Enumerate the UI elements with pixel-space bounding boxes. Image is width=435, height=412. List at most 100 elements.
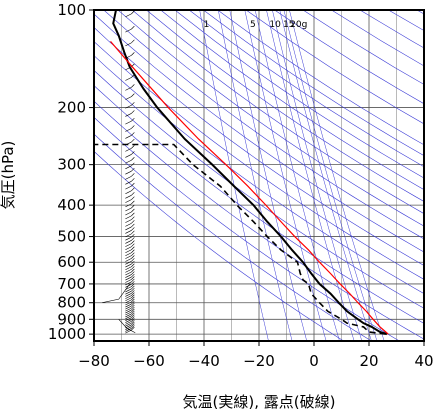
wind-barb <box>131 117 135 122</box>
wind-barb <box>125 215 132 220</box>
dry-adiabats <box>94 10 424 341</box>
wind-barb <box>131 255 135 259</box>
mixing-ratio-line <box>254 10 340 341</box>
dry-adiabat <box>94 116 400 341</box>
wind-barb <box>125 165 132 170</box>
wind-barb <box>131 292 135 296</box>
dry-adiabat <box>217 10 424 146</box>
wind-barb <box>125 28 132 33</box>
wind-barb <box>125 276 132 281</box>
wind-barb <box>131 304 135 309</box>
wind-barb <box>125 87 132 91</box>
wind-barb <box>131 296 135 301</box>
wind-barb <box>131 287 135 292</box>
wind-barb <box>131 306 135 311</box>
dry-adiabat <box>117 10 424 227</box>
wind-barb <box>125 246 132 250</box>
y-tick-label: 800 <box>57 294 86 312</box>
wind-barb <box>131 220 135 224</box>
wind-barb <box>131 283 135 287</box>
wind-barb <box>125 301 132 306</box>
y-tick-label: 400 <box>57 196 86 214</box>
y-tick-label: 200 <box>57 99 86 117</box>
wind-barb <box>125 190 132 195</box>
grid <box>94 10 424 341</box>
wind-barb <box>118 319 136 333</box>
dry-adiabat <box>94 27 424 266</box>
wind-barb <box>125 181 132 185</box>
wind-barb <box>131 325 135 329</box>
x-tick-label: −20 <box>243 352 275 370</box>
y-axis-title: 気圧(hPa) <box>0 141 17 210</box>
dry-adiabat <box>245 10 424 125</box>
wind-barb <box>125 288 132 293</box>
wind-barb <box>131 102 135 106</box>
wind-barb <box>125 281 132 286</box>
wind-barb <box>131 302 135 307</box>
wind-barb <box>125 249 132 254</box>
wind-barb <box>125 159 132 164</box>
wind-barb <box>131 266 135 270</box>
wind-barb <box>131 323 135 327</box>
wind-barb <box>125 233 132 238</box>
x-tick-label: −60 <box>133 352 165 370</box>
wind-barb <box>125 290 132 295</box>
dry-adiabat <box>94 70 424 309</box>
wind-barb <box>131 125 135 129</box>
wind-barb <box>125 120 132 125</box>
wind-barb <box>131 216 135 220</box>
wind-barb <box>125 203 132 208</box>
wind-barb <box>125 266 132 271</box>
wind-barb <box>131 294 135 298</box>
dry-adiabat <box>174 10 424 179</box>
wind-barb <box>125 255 132 259</box>
temperature-line <box>112 10 388 336</box>
wind-barb <box>131 321 135 326</box>
wind-barb <box>131 249 135 253</box>
wind-barb <box>131 52 135 56</box>
wind-barb <box>131 110 135 114</box>
wind-barb <box>125 154 132 158</box>
wind-barb <box>125 13 132 18</box>
wind-barb <box>125 326 132 330</box>
mixing-ratio-label: 10 <box>269 20 281 30</box>
x-tick-label: 40 <box>414 352 433 370</box>
y-tick-label: 600 <box>57 253 86 271</box>
wind-barb <box>125 299 132 304</box>
x-axis-title: 気温(実線), 露点(破線) <box>183 393 336 411</box>
profiles <box>94 10 389 336</box>
dry-adiabat <box>94 150 344 341</box>
mixing-ratio-line <box>272 10 363 341</box>
wind-barb <box>125 77 132 81</box>
wind-barb <box>125 319 132 323</box>
wind-barb <box>131 196 135 200</box>
wind-barb <box>131 93 135 97</box>
dry-adiabat <box>94 55 424 294</box>
wind-barb <box>125 293 132 297</box>
wind-barb <box>131 326 135 331</box>
wind-barb <box>131 10 135 15</box>
wind-barb <box>125 148 132 152</box>
wind-barb <box>125 305 132 310</box>
wind-barb <box>131 260 135 265</box>
wind-barb <box>125 230 132 234</box>
wind-barb <box>125 211 132 216</box>
wind-barb <box>131 276 135 280</box>
wind-barb <box>125 295 132 299</box>
x-ticks: −80 −60 −40 −20 0 20 40 <box>78 341 434 370</box>
wind-barb <box>131 145 135 149</box>
x-tick-label: −80 <box>78 352 110 370</box>
wind-barb <box>131 300 135 305</box>
wind-barb <box>131 237 135 241</box>
wind-barb <box>125 286 132 290</box>
wind-barb <box>125 170 132 175</box>
x-tick-label: 20 <box>359 352 378 370</box>
wind-barb <box>131 25 135 30</box>
dry-adiabat <box>146 10 424 202</box>
wind-barb <box>131 278 135 283</box>
wind-barb <box>131 312 135 317</box>
wind-barb <box>125 311 132 316</box>
y-tick-label: 500 <box>57 228 86 246</box>
